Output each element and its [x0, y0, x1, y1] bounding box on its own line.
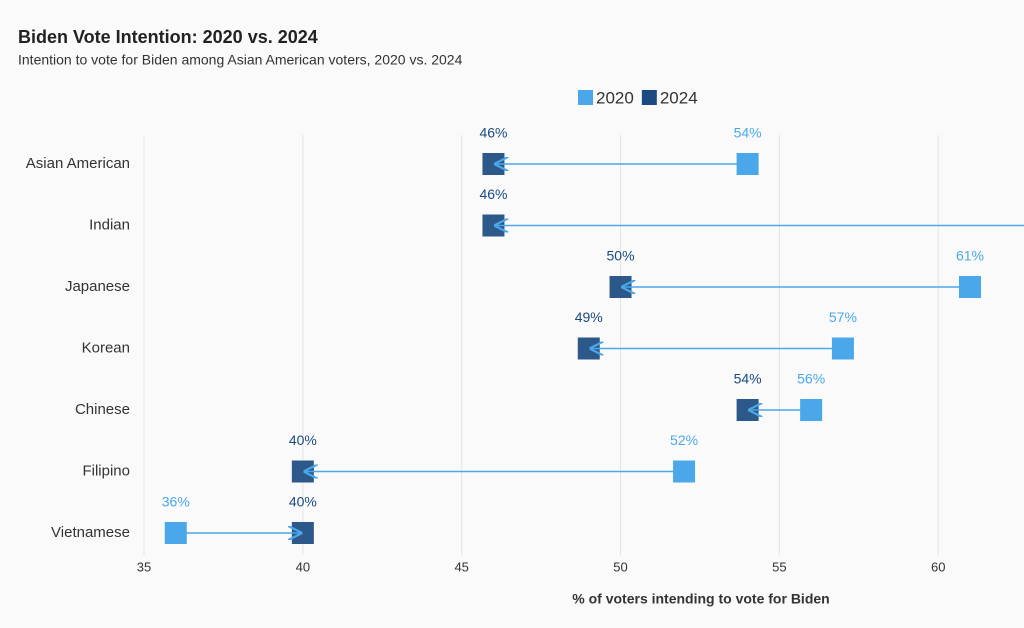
value-label: 40%	[289, 432, 317, 448]
value-label: 54%	[734, 371, 762, 387]
y-tick-label: Vietnamese	[51, 524, 130, 541]
value-label: 36%	[162, 494, 190, 510]
x-tick-label: 40	[296, 559, 310, 574]
x-axis-label: % of voters intending to vote for Biden	[572, 591, 829, 607]
value-label: 40%	[289, 494, 317, 510]
value-label: 57%	[829, 309, 857, 325]
value-label: 52%	[670, 432, 698, 448]
y-tick-label: Filipino	[82, 462, 130, 479]
x-tick-label: 45	[454, 559, 468, 574]
chart-title: Biden Vote Intention: 2020 vs. 2024	[18, 27, 318, 47]
legend-label: 2020	[596, 88, 634, 107]
y-tick-label: Asian American	[26, 155, 130, 172]
y-tick-label: Japanese	[65, 278, 130, 295]
y-tick-label: Korean	[82, 339, 130, 356]
y-tick-label: Chinese	[75, 401, 130, 418]
x-tick-label: 50	[613, 559, 627, 574]
y-tick-label: Indian	[89, 216, 130, 233]
value-label: 46%	[479, 186, 507, 202]
value-label: 49%	[575, 309, 603, 325]
value-label: 54%	[734, 125, 762, 141]
x-tick-label: 60	[931, 559, 945, 574]
legend-swatch	[641, 90, 657, 105]
x-tick-label: 35	[137, 559, 151, 574]
legend-swatch	[578, 90, 593, 105]
value-label: 56%	[797, 371, 825, 387]
value-label: 61%	[956, 248, 984, 264]
x-tick-label: 55	[772, 559, 786, 574]
value-label: 46%	[479, 125, 507, 141]
value-label: 50%	[607, 248, 635, 264]
chart-subtitle: Intention to vote for Biden among Asian …	[18, 52, 463, 68]
legend-label: 2024	[660, 88, 698, 107]
